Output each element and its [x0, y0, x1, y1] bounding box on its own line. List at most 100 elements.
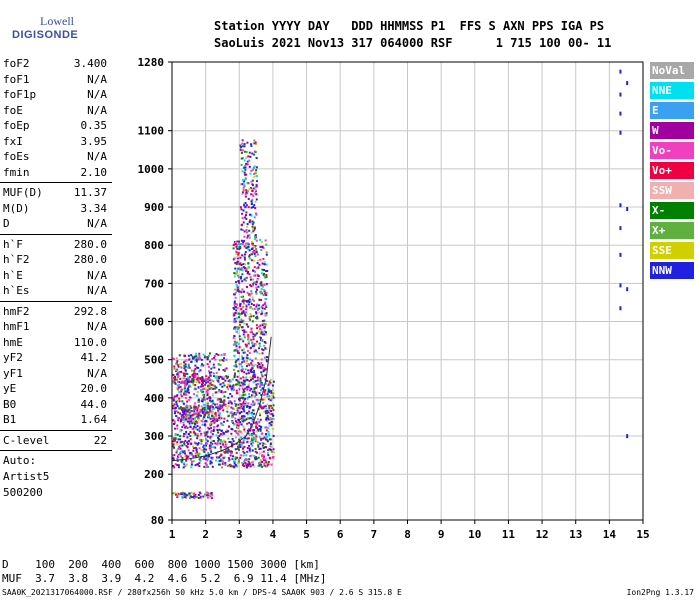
echo-point	[180, 370, 183, 373]
echo-point	[184, 455, 187, 458]
echo-point	[202, 458, 205, 461]
echo-point	[197, 366, 200, 369]
echo-point	[180, 415, 183, 418]
echo-point	[172, 438, 175, 441]
param-name: yE	[3, 382, 17, 395]
echo-point	[253, 252, 256, 255]
y-tick-label: 800	[144, 239, 164, 252]
echo-point	[254, 395, 257, 398]
echo-point	[266, 395, 269, 398]
echo-point	[266, 440, 269, 443]
echo-point	[245, 211, 248, 214]
echo-point	[243, 145, 246, 148]
echo-point	[240, 405, 243, 408]
echo-point	[210, 400, 213, 403]
echo-point	[258, 412, 261, 415]
echo-point	[247, 248, 250, 251]
echo-point	[248, 410, 251, 413]
echo-point	[239, 206, 242, 209]
echo-point	[181, 459, 184, 462]
echo-point	[240, 381, 243, 384]
echo-point	[227, 415, 230, 418]
echo-point	[201, 405, 204, 408]
echo-point	[206, 459, 209, 462]
echo-point	[186, 426, 189, 429]
echo-point	[208, 455, 211, 458]
echo-point	[196, 428, 199, 431]
echo-point	[203, 355, 206, 358]
echo-point	[211, 419, 214, 422]
echo-point	[193, 425, 196, 428]
echo-point	[247, 206, 250, 209]
echo-point	[241, 139, 244, 142]
echo-point	[189, 442, 192, 445]
echo-point	[224, 390, 227, 393]
echo-point	[264, 333, 267, 336]
echo-point	[191, 413, 194, 416]
echo-point	[265, 304, 268, 307]
param-name: foF1p	[3, 88, 37, 101]
echo-point	[217, 439, 220, 442]
echo-point	[206, 397, 209, 400]
echo-point	[239, 384, 242, 387]
echo-point	[222, 456, 225, 459]
echo-point	[172, 459, 175, 462]
header-line2: SaoLuis 2021 Nov13 317 064000 RSF 1 715 …	[214, 36, 612, 50]
echo-point	[242, 266, 245, 269]
echo-point	[259, 337, 262, 340]
echo-point	[243, 329, 246, 332]
echo-point	[198, 356, 201, 359]
echo-point	[231, 420, 234, 423]
echo-point	[194, 383, 197, 386]
echo-point	[241, 384, 244, 387]
echo-point	[218, 408, 221, 411]
param-name: yF1	[3, 366, 23, 380]
echo-point	[226, 377, 229, 380]
echo-point	[219, 401, 222, 404]
echo-point	[233, 275, 236, 278]
echo-point	[209, 374, 212, 377]
echo-point	[194, 402, 197, 405]
echo-point	[236, 289, 239, 292]
echo-point	[259, 245, 262, 248]
echo-point	[233, 317, 236, 320]
echo-point	[267, 398, 270, 401]
echo-point	[250, 331, 253, 334]
echo-point	[254, 380, 257, 383]
param-name: B0	[3, 397, 17, 411]
echo-point	[205, 465, 208, 468]
echo-point	[271, 388, 274, 391]
echo-point	[266, 419, 269, 422]
echo-point	[215, 415, 218, 418]
echo-point	[186, 436, 189, 439]
echo-point	[217, 354, 220, 357]
echo-point	[197, 454, 200, 457]
echo-point	[247, 198, 250, 201]
x-tick-label: 12	[535, 528, 548, 541]
echo-point	[222, 391, 225, 394]
echo-point	[239, 148, 242, 151]
echo-point	[259, 383, 262, 386]
echo-point	[257, 325, 260, 328]
echo-point	[245, 330, 248, 333]
echo-point	[206, 496, 209, 499]
echo-point	[188, 408, 191, 411]
echo-point	[227, 375, 230, 378]
echo-point	[261, 405, 264, 408]
param-row: B0 44.0	[0, 397, 112, 413]
x-tick-label: 13	[569, 528, 582, 541]
echo-point	[191, 496, 194, 499]
echo-point	[252, 166, 255, 169]
echo-point	[253, 465, 256, 468]
echo-point	[233, 293, 236, 296]
echo-point	[265, 243, 268, 246]
echo-point	[213, 355, 216, 358]
echo-point	[253, 225, 256, 228]
echo-point	[174, 382, 177, 385]
echo-point	[266, 269, 269, 272]
echo-point	[236, 462, 239, 465]
echo-point	[191, 445, 194, 448]
plot-frame	[171, 61, 644, 521]
echo-point	[257, 304, 260, 307]
echo-point	[265, 360, 268, 363]
